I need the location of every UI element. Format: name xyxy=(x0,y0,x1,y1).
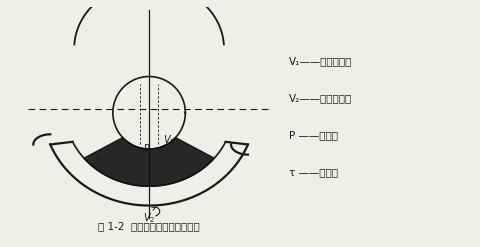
Text: $\tau$: $\tau$ xyxy=(94,156,102,166)
Text: V₂——外滚筒线速: V₂——外滚筒线速 xyxy=(288,93,351,103)
Text: $V_1$: $V_1$ xyxy=(163,133,175,147)
Text: $V_2$: $V_2$ xyxy=(143,211,155,225)
Text: V₁——内压轮线速: V₁——内压轮线速 xyxy=(288,57,351,66)
Text: 图 1-2  常温成型机理结构示意图: 图 1-2 常温成型机理结构示意图 xyxy=(98,221,200,231)
Polygon shape xyxy=(84,138,214,186)
Text: P: P xyxy=(144,144,149,154)
Text: P ——正压力: P ——正压力 xyxy=(288,130,337,140)
Text: τ ——剪切力: τ ——剪切力 xyxy=(288,167,337,177)
